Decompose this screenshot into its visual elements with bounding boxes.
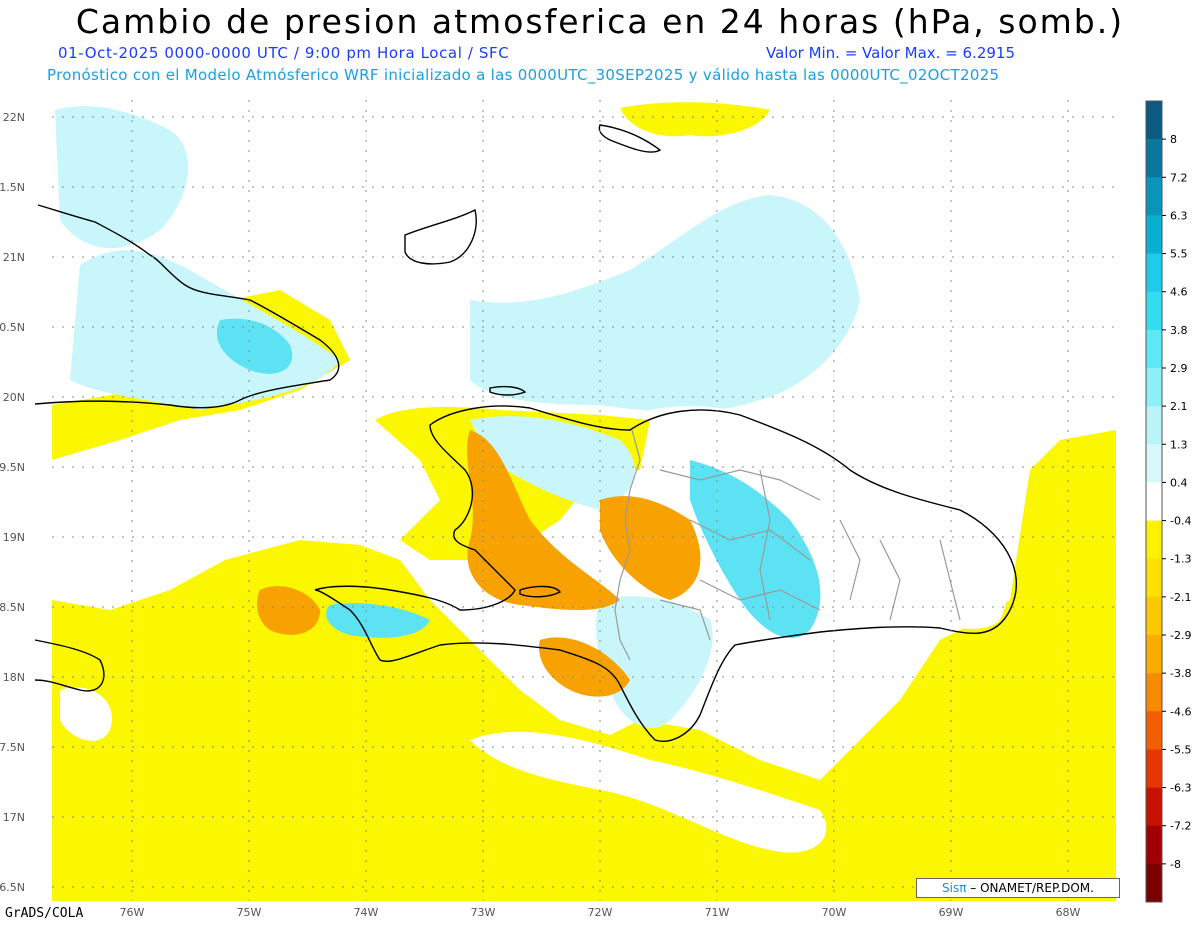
coastline-hispaniola bbox=[314, 405, 1017, 742]
shade-region-cyan-cuba bbox=[216, 318, 293, 374]
shade-region-orange-haiti bbox=[467, 430, 620, 610]
longitude-labels: 76W 75W 74W 73W 72W 71W 70W 69W 68W bbox=[120, 906, 1081, 919]
lon-label: 70W bbox=[822, 906, 847, 919]
colorbar-swatch bbox=[1146, 329, 1162, 369]
shade-gap-white bbox=[60, 687, 112, 741]
colorbar-label: 1.3 bbox=[1170, 438, 1188, 451]
colorbar-label: 2.1 bbox=[1170, 400, 1188, 413]
colorbar-label: -4.6 bbox=[1170, 705, 1191, 718]
lat-label: 22N bbox=[3, 111, 25, 124]
colorbar: 8 7.2 6.3 5.5 4.6 3.8 2.9 2.1 1.3 0.4 -0.4 -1.3 -2.1… bbox=[1145, 100, 1191, 903]
colorbar-label: 0.4 bbox=[1170, 476, 1188, 489]
lon-label: 68W bbox=[1056, 906, 1081, 919]
shade-gap-white bbox=[470, 731, 827, 853]
lon-label: 72W bbox=[588, 906, 613, 919]
software-label: GrADS/COLA bbox=[5, 906, 84, 921]
colorbar-label: 3.8 bbox=[1170, 324, 1188, 337]
colorbar-label: 2.9 bbox=[1170, 362, 1188, 375]
colorbar-swatch bbox=[1146, 863, 1162, 903]
lon-label: 75W bbox=[237, 906, 262, 919]
colorbar-swatch bbox=[1146, 253, 1162, 293]
coastline-cuba bbox=[34, 204, 340, 409]
colorbar-frame bbox=[1145, 100, 1163, 903]
colorbar-swatch bbox=[1146, 558, 1162, 598]
lat-label: 20N bbox=[3, 391, 25, 404]
colorbar-swatch bbox=[1146, 368, 1162, 407]
colorbar-swatch bbox=[1146, 139, 1162, 178]
colorbar-label: -2.1 bbox=[1170, 591, 1191, 604]
colorbar-swatch bbox=[1146, 215, 1162, 255]
province-borders bbox=[614, 429, 961, 661]
credit-box: Sisπ – ONAMET/REP.DOM. bbox=[916, 878, 1120, 898]
colorbar-swatch bbox=[1146, 444, 1162, 483]
colorbar-swatch bbox=[1146, 673, 1162, 712]
lon-label: 76W bbox=[120, 906, 145, 919]
shade-region-orange-south bbox=[539, 637, 630, 697]
border-haiti-dr bbox=[614, 429, 641, 661]
colorbar-label: -3.8 bbox=[1170, 667, 1191, 680]
colorbar-swatch bbox=[1146, 825, 1162, 865]
colorbar-swatch bbox=[1146, 749, 1162, 789]
colorbar-label: -5.5 bbox=[1170, 743, 1191, 756]
coastline-bahamas-2 bbox=[598, 124, 662, 153]
lon-label: 69W bbox=[939, 906, 964, 919]
latitude-labels: 22N 1.5N 21N 0.5N 20N 9.5N 19N 8.5N 18N … bbox=[0, 111, 25, 894]
province-lines bbox=[659, 469, 961, 641]
coastline-bahamas-1 bbox=[404, 208, 477, 265]
model-info-line: Pronóstico con el Modelo Atmósferico WRF… bbox=[47, 66, 1000, 84]
colorbar-label: 8 bbox=[1170, 133, 1177, 146]
coastline-jamaica bbox=[34, 639, 105, 692]
coastline-tortuga bbox=[489, 385, 527, 396]
colorbar-swatch bbox=[1146, 291, 1162, 331]
colorbar-swatch bbox=[1146, 101, 1162, 140]
shade-region-lightcyan-dr bbox=[470, 416, 635, 510]
coastline-gonave bbox=[519, 585, 562, 598]
credit-brand: Sisπ bbox=[942, 881, 967, 895]
shade-region-yellow-south bbox=[52, 430, 1116, 901]
lat-label: 9.5N bbox=[0, 461, 25, 474]
min-max-values: Valor Min. = Valor Max. = 6.2915 bbox=[766, 44, 1015, 62]
lat-label: 18N bbox=[3, 671, 25, 684]
colorbar-label: -0.4 bbox=[1170, 515, 1191, 528]
colorbar-swatch bbox=[1146, 177, 1162, 216]
colorbar-swatch bbox=[1146, 482, 1162, 522]
lat-label: 6.5N bbox=[0, 881, 25, 894]
colorbar-label: 5.5 bbox=[1170, 248, 1188, 261]
colorbar-swatch bbox=[1146, 787, 1162, 827]
colorbar-swatch bbox=[1146, 596, 1162, 636]
colorbar-label: -8 bbox=[1170, 858, 1181, 871]
colorbar-label: -7.2 bbox=[1170, 820, 1191, 833]
colorbar-swatch bbox=[1146, 406, 1162, 445]
colorbar-swatch bbox=[1146, 635, 1162, 674]
lat-label: 17N bbox=[3, 811, 25, 824]
graticule bbox=[52, 100, 1116, 901]
colorbar-label: 4.6 bbox=[1170, 286, 1188, 299]
valid-time-line: 01-Oct-2025 0000-0000 UTC / 9:00 pm Hora… bbox=[58, 44, 510, 62]
colorbar-swatch bbox=[1146, 711, 1162, 750]
shade-region-lightcyan-north bbox=[470, 195, 860, 412]
colorbar-label: -1.3 bbox=[1170, 553, 1191, 566]
lat-label: 8.5N bbox=[0, 601, 25, 614]
shade-region-lightcyan-west bbox=[55, 106, 189, 249]
lat-label: 0.5N bbox=[0, 321, 25, 334]
lon-label: 71W bbox=[705, 906, 730, 919]
shade-region-orange-southwest bbox=[257, 586, 320, 635]
credit-text: – ONAMET/REP.DOM. bbox=[970, 881, 1094, 895]
lat-label: 1.5N bbox=[0, 181, 25, 194]
coastlines bbox=[34, 124, 1017, 742]
lat-label: 7.5N bbox=[0, 741, 25, 754]
shade-region-white-east bbox=[650, 406, 1008, 640]
colorbar-label: -6.3 bbox=[1170, 782, 1191, 795]
map-title: Cambio de presion atmosferica en 24 hora… bbox=[75, 2, 1125, 41]
lat-label: 21N bbox=[3, 251, 25, 264]
lat-label: 19N bbox=[3, 531, 25, 544]
colorbar-swatch bbox=[1146, 520, 1162, 560]
colorbar-label: 7.2 bbox=[1170, 171, 1188, 184]
lon-label: 74W bbox=[354, 906, 379, 919]
lon-label: 73W bbox=[471, 906, 496, 919]
colorbar-label: -2.9 bbox=[1170, 629, 1191, 642]
shade-region-yellow-bahamas bbox=[620, 102, 770, 137]
colorbar-label: 6.3 bbox=[1170, 209, 1188, 222]
